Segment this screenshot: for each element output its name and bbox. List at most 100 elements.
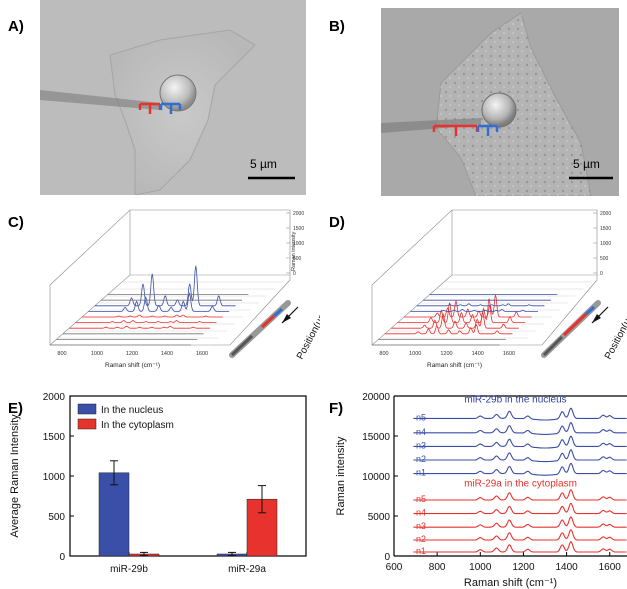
panel-c-label: C) xyxy=(8,214,24,231)
waterfall-trace xyxy=(82,314,223,318)
series-label: n5 xyxy=(416,412,426,422)
x-axis-label: Raman shift (cm⁻¹) xyxy=(105,362,160,369)
x-tick-label: 1400 xyxy=(555,562,578,573)
x-tick-label: 800 xyxy=(379,351,388,357)
y-axis-label: Average Raman Intensity xyxy=(9,414,21,538)
waterfall-trace xyxy=(404,294,532,318)
y-tick-label: 15000 xyxy=(362,432,390,443)
x-tick-label: 1600 xyxy=(196,351,208,357)
y-tick-label: 2000 xyxy=(43,392,66,403)
series-label: n4 xyxy=(416,508,426,518)
waterfall-trace xyxy=(69,325,210,329)
x-tick-label: 1000 xyxy=(91,351,103,357)
waterfall-trace xyxy=(416,303,545,307)
y-axis-label: Raman intensity xyxy=(335,436,347,515)
z-tick-label: 500 xyxy=(600,256,609,262)
position-axis-label: Position(µm) xyxy=(603,307,627,362)
x-tick-label: 800 xyxy=(429,562,446,573)
z-tick-label: 0 xyxy=(600,271,603,277)
cytoplasm-annotation: miR-29a in the cytoplasm xyxy=(464,478,577,489)
y-tick-label: 10000 xyxy=(362,472,390,483)
waterfall-trace xyxy=(75,320,217,323)
z-tick-label: 1500 xyxy=(600,226,611,232)
cytoplasm-bracket xyxy=(432,124,479,136)
y-tick-label: 0 xyxy=(59,552,65,563)
z-tick-label: 1000 xyxy=(293,241,304,247)
x-tick-label: 1000 xyxy=(409,351,421,357)
nucleus xyxy=(159,74,197,112)
x-tick-label: 1600 xyxy=(599,562,622,573)
y-tick-label: 20000 xyxy=(362,392,390,403)
pipette-tip xyxy=(381,118,481,133)
x-tick-label: miR-29a xyxy=(228,564,266,575)
pipette-tip xyxy=(40,90,160,110)
x-tick-label: miR-29b xyxy=(110,564,148,575)
spectrum-line xyxy=(413,516,627,528)
spectrum-line xyxy=(413,422,627,435)
waterfall-trace xyxy=(410,308,538,312)
legend-label: In the cytoplasm xyxy=(101,420,174,431)
x-tick-label: 1000 xyxy=(469,562,492,573)
panel-c-waterfall: 800 1000 1200 1400 1600 2000 1500 1000 500 0 Ram… xyxy=(49,209,320,369)
series-label: n2 xyxy=(416,534,426,544)
cytoplasm-bracket xyxy=(138,102,162,114)
panel-d-waterfall: 800 1000 1200 1400 1600 2000 1500 1000 500 0 Ram… xyxy=(371,209,627,369)
series-label: n4 xyxy=(416,427,426,437)
z-tick-label: 1000 xyxy=(600,241,611,247)
panel-a-label: A) xyxy=(8,18,24,35)
x-tick-label: 1200 xyxy=(126,351,138,357)
x-axis-label: Raman shift (cm⁻¹) xyxy=(427,362,482,369)
y-tick-label: 1500 xyxy=(43,432,66,443)
bar xyxy=(98,472,130,557)
waterfall-trace xyxy=(384,323,513,335)
y-tick-label: 1000 xyxy=(43,472,66,483)
nucleus-annotation: miR-29b in the nucleus xyxy=(464,394,566,405)
z-tick-label: 1500 xyxy=(293,226,304,232)
legend-swatch xyxy=(77,403,97,415)
y-tick-label: 0 xyxy=(384,552,390,563)
series-label: n1 xyxy=(416,546,426,556)
z-tick-label: 0 xyxy=(293,271,296,277)
spectrum-line xyxy=(413,541,627,553)
x-tick-label: 600 xyxy=(386,562,403,573)
nucleus-bracket xyxy=(476,124,499,136)
waterfall-box xyxy=(49,209,291,346)
pipette-icon xyxy=(229,300,299,358)
scale-bar-label: 5 µm xyxy=(573,157,600,171)
spectrum-line xyxy=(413,435,627,449)
position-axis-label: Position(µm) xyxy=(295,307,320,362)
panel-e-label: E) xyxy=(8,400,23,417)
waterfall-trace xyxy=(391,310,519,329)
spectrum-line xyxy=(413,502,627,515)
x-tick-label: 1200 xyxy=(512,562,535,573)
waterfall-trace xyxy=(397,298,526,323)
x-tick-label: 1600 xyxy=(503,351,515,357)
x-axis-label: Raman shift (cm⁻¹) xyxy=(464,577,557,589)
z-tick-label: 2000 xyxy=(293,211,304,217)
cell-body xyxy=(109,29,256,195)
series-label: n5 xyxy=(416,494,426,504)
series-label: n3 xyxy=(416,521,426,531)
waterfall-box xyxy=(371,209,598,346)
spectrum-line xyxy=(413,449,627,463)
nucleus-bracket xyxy=(159,102,182,114)
panel-f-label: F) xyxy=(329,400,344,417)
z-tick-label: 500 xyxy=(293,256,302,262)
z-axis-label: Raman intensity xyxy=(291,231,297,271)
panel-d-label: D) xyxy=(329,214,345,231)
scale-bar-label: 5 µm xyxy=(250,157,277,171)
legend-label: In the nucleus xyxy=(101,405,163,416)
legend-swatch xyxy=(77,418,97,430)
panel-e-bar-chart: 0 500 1000 1500 2000 Average Raman Intensity m… xyxy=(9,392,307,575)
nucleus xyxy=(481,92,517,128)
waterfall-trace xyxy=(88,292,230,312)
y-tick-label: 5000 xyxy=(368,512,391,523)
spectrum-line xyxy=(413,489,627,501)
x-tick-label: 800 xyxy=(57,351,66,357)
x-tick-label: 1400 xyxy=(161,351,173,357)
waterfall-trace xyxy=(94,265,236,307)
spectrum-line xyxy=(413,529,627,541)
spectrum-line xyxy=(413,407,627,421)
spectrum-line xyxy=(413,462,627,476)
panel-f-line-chart: 0 5000 10000 15000 20000 600 800 1000 1200 1400 16… xyxy=(335,392,627,589)
